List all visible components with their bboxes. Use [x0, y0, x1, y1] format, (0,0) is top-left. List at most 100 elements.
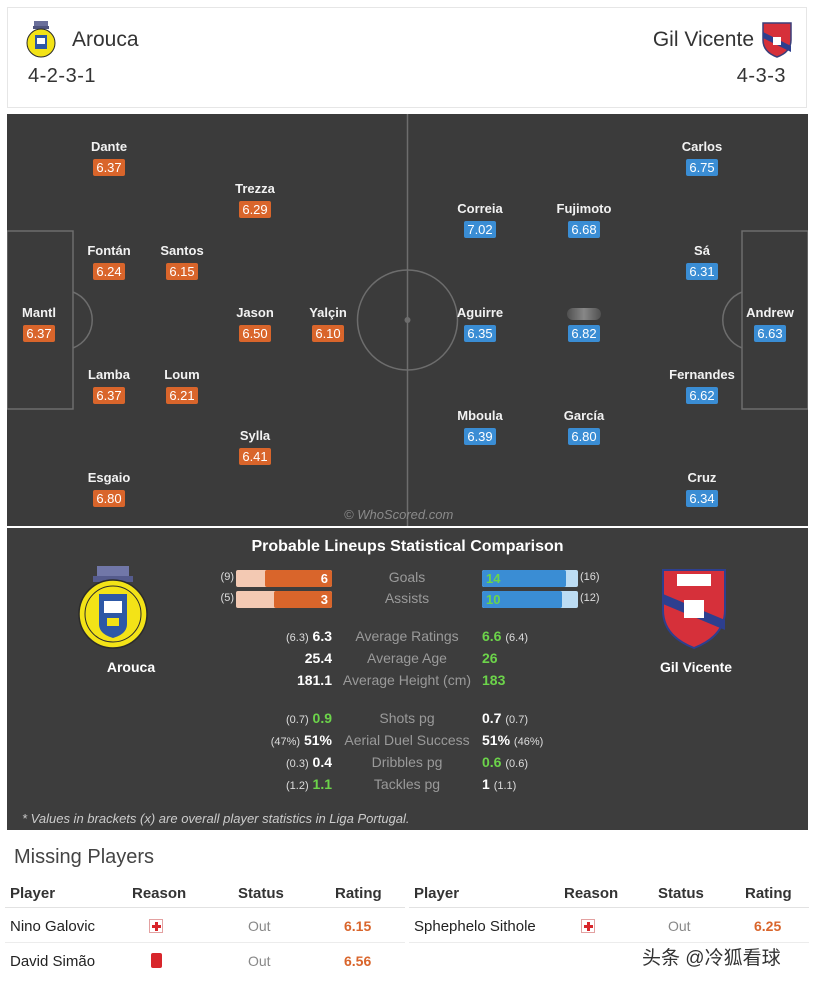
- away-assists-fill: [482, 591, 562, 608]
- player-name: Fontán: [87, 243, 131, 258]
- table-header: Player Reason Status Rating: [409, 880, 809, 908]
- home-team-label: Arouca: [106, 659, 156, 675]
- player-garcia[interactable]: García 6.80: [544, 408, 624, 446]
- home-goals-value: 6: [320, 571, 328, 586]
- player-yalcin[interactable]: Yalçin 6.10: [288, 305, 368, 343]
- player-rating: 6.68: [568, 221, 600, 238]
- home-overall: (47%): [270, 736, 301, 748]
- player-carlos[interactable]: Carlos 6.75: [662, 139, 742, 177]
- away-assists-bar: 10: [482, 591, 578, 608]
- table-row[interactable]: Nino Galovic Out 6.15: [5, 908, 405, 943]
- home-assists-value: 3: [320, 592, 328, 607]
- player-name: Fujimoto: [556, 201, 612, 216]
- rating: 6.25: [754, 918, 782, 934]
- player-name: Jason: [236, 305, 274, 320]
- player-name[interactable]: Sphephelo Sithole: [414, 918, 536, 935]
- player-rating: 6.50: [239, 325, 271, 342]
- whoscored-watermark: © WhoScored.com: [344, 507, 454, 522]
- player-rating: 6.24: [93, 263, 125, 280]
- stat-row-average-height: 181.1 Average Height (cm) 183: [7, 672, 808, 692]
- player-name[interactable]: Nino Galovic: [10, 918, 96, 935]
- player-jason[interactable]: Jason 6.50: [215, 305, 295, 343]
- player-name[interactable]: David Simão: [10, 953, 96, 970]
- player-rating: 6.80: [568, 428, 600, 445]
- player-rating: 6.29: [239, 201, 271, 218]
- player-loum[interactable]: Loum 6.21: [142, 367, 222, 405]
- rating: 6.56: [344, 953, 372, 969]
- player-mboula[interactable]: Mboula 6.39: [440, 408, 520, 446]
- status: Out: [248, 953, 271, 969]
- arouca-badge-icon: [26, 21, 56, 58]
- table-header: Player Reason Status Rating: [5, 880, 405, 908]
- player-name: Sá: [694, 243, 710, 258]
- player-rating: 6.62: [686, 387, 718, 404]
- player-sylla[interactable]: Sylla 6.41: [215, 428, 295, 466]
- missing-players-title: Missing Players: [14, 846, 155, 868]
- player-rating: 6.35: [464, 325, 496, 342]
- away-value: 0.7: [482, 710, 502, 726]
- away-assists-overall: (12): [580, 592, 600, 604]
- player-correia[interactable]: Correia 7.02: [440, 201, 520, 239]
- comparison-footnote: * Values in brackets (x) are overall pla…: [22, 811, 410, 826]
- player-santos[interactable]: Santos 6.15: [142, 243, 222, 281]
- source-watermark: 头条 @冷狐看球: [642, 948, 781, 969]
- pitch-lines: [7, 114, 808, 526]
- away-overall: (46%): [513, 736, 544, 748]
- home-overall: (6.3): [286, 632, 309, 644]
- assists-label: Assists: [384, 590, 430, 606]
- home-team-name[interactable]: Arouca: [72, 28, 139, 51]
- player-fujimoto[interactable]: Fujimoto 6.68: [544, 201, 624, 239]
- player-trezza[interactable]: Trezza 6.29: [215, 181, 295, 219]
- player-fernandes[interactable]: Fernandes 6.62: [662, 367, 742, 405]
- stat-label: Tackles pg: [373, 776, 441, 792]
- table-row[interactable]: Sphephelo Sithole Out 6.25: [409, 908, 809, 943]
- player-name: Loum: [164, 367, 200, 382]
- injury-icon: [149, 919, 163, 933]
- player-rating: 6.10: [312, 325, 344, 342]
- player-name: Esgaio: [87, 470, 131, 485]
- away-goals-bar: 14: [482, 570, 578, 587]
- player-name: Lamba: [88, 367, 130, 382]
- player-name: Carlos: [681, 139, 723, 154]
- stat-row-tackles: (1.2) 1.1 Tackles pg 1 (1.1): [7, 776, 808, 796]
- player-name: Santos: [160, 243, 204, 258]
- home-assists-bar: 3: [236, 591, 332, 608]
- lineup-comparison: Probable Lineups Statistical Comparison …: [7, 528, 808, 830]
- table-row[interactable]: David Simão Out 6.56: [5, 943, 405, 978]
- stat-label: Average Ratings: [355, 628, 459, 644]
- away-missing-table: Player Reason Status Rating Sphephelo Si…: [409, 880, 809, 943]
- away-goals-value: 14: [486, 571, 501, 586]
- player-sa[interactable]: Sá 6.31: [662, 243, 742, 281]
- col-reason: Reason: [564, 885, 619, 902]
- player-lamba[interactable]: Lamba 6.37: [69, 367, 149, 405]
- player-fontan[interactable]: Fontán 6.24: [69, 243, 149, 281]
- gil-vicente-crest-icon: [662, 569, 726, 650]
- col-player: Player: [10, 885, 56, 902]
- away-value: 1: [482, 776, 490, 792]
- stat-label: Average Height (cm): [342, 672, 472, 688]
- home-value: 0.4: [312, 754, 332, 770]
- player-andrew[interactable]: Andrew 6.63: [730, 305, 808, 343]
- player-dante[interactable]: Dante 6.37: [69, 139, 149, 177]
- player-rating: 7.02: [464, 221, 496, 238]
- arouca-crest-icon: [78, 566, 148, 649]
- player-esgaio[interactable]: Esgaio 6.80: [69, 470, 149, 508]
- player-mantl[interactable]: Mantl 6.37: [7, 305, 79, 343]
- col-status: Status: [238, 885, 284, 902]
- player-cruz[interactable]: Cruz 6.34: [662, 470, 742, 508]
- away-team-name[interactable]: Gil Vicente: [652, 28, 754, 51]
- player-name: García: [563, 408, 605, 423]
- player-rating: 6.37: [23, 325, 55, 342]
- player-rating: 6.34: [686, 490, 718, 507]
- player-unnamed[interactable]: 6.82: [544, 305, 624, 343]
- away-value: 26: [482, 650, 498, 666]
- player-aguirre[interactable]: Aguirre 6.35: [440, 305, 520, 343]
- player-name: Yalçin: [309, 305, 347, 320]
- player-name: Mantl: [22, 305, 56, 320]
- gil-vicente-badge-icon: [762, 22, 792, 58]
- away-value: 0.6: [482, 754, 502, 770]
- away-assists-value: 10: [486, 592, 501, 607]
- away-team-label: Gil Vicente: [659, 659, 733, 675]
- stat-label: Dribbles pg: [371, 754, 443, 770]
- player-rating: 6.39: [464, 428, 496, 445]
